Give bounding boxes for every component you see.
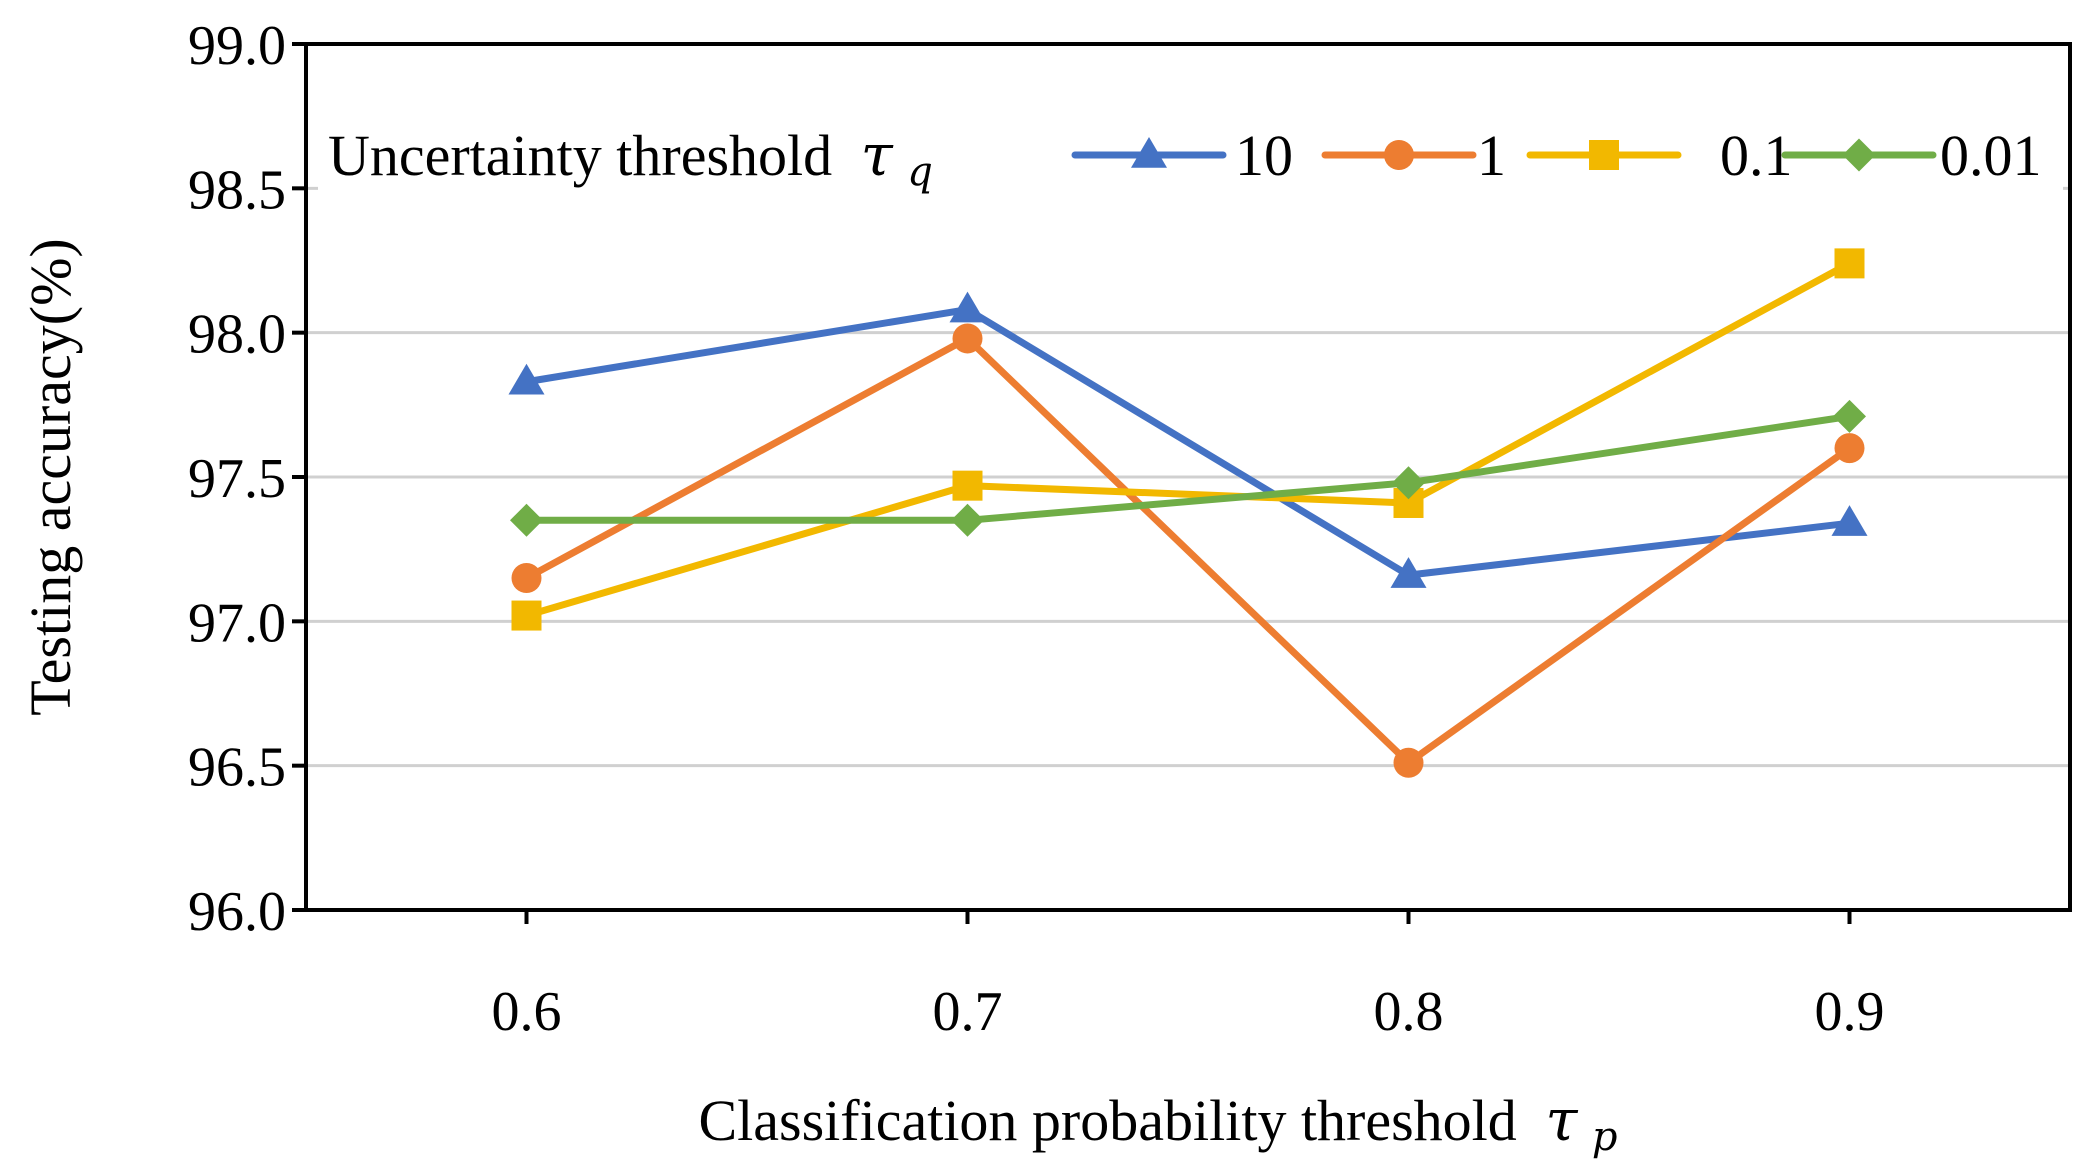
series-1-point-0.9 xyxy=(1834,433,1865,464)
legend-label-10: 10 xyxy=(1235,123,1293,188)
legend-swatch-marker-0.01 xyxy=(1842,138,1876,172)
y-tick-label-98.0: 98.0 xyxy=(188,304,286,366)
x-tick-label-0.6: 0.6 xyxy=(492,981,562,1043)
y-tick-label-97.5: 97.5 xyxy=(188,448,286,510)
legend-title: Uncertainty threshold τ q xyxy=(328,121,933,195)
x-axis-title-subscript: p xyxy=(1592,1114,1618,1160)
x-axis-title-symbol: τ xyxy=(1545,1086,1578,1154)
legend-title-subscript: q xyxy=(907,149,933,195)
series-10-point-0.6 xyxy=(508,363,545,395)
series-1-point-0.8 xyxy=(1393,747,1424,778)
series-0.01-point-0.7 xyxy=(951,503,984,537)
x-tick-label-0.8: 0.8 xyxy=(1374,981,1444,1043)
y-axis-title: Testing accuracy(%) xyxy=(18,238,83,715)
y-tick-label-96.0: 96.0 xyxy=(188,881,286,943)
legend-swatch-marker-0.1 xyxy=(1589,140,1619,170)
legend-entries: 10 1 0.1 0.01 xyxy=(1071,123,2042,188)
legend-title-text: Uncertainty threshold xyxy=(328,123,832,188)
y-tick-label-97.0: 97.0 xyxy=(188,592,286,654)
legend-swatch-marker-10 xyxy=(1131,137,1167,168)
x-axis-title: Classification probability threshold τ p xyxy=(698,1086,1617,1160)
x-axis-ticks: 0.6 0.7 0.8 0.9 xyxy=(492,910,1885,1043)
series-1-point-0.7 xyxy=(952,323,983,354)
y-tick-label-98.5: 98.5 xyxy=(188,159,286,221)
legend: Uncertainty threshold τ q 10 1 0.1 0.01 xyxy=(318,105,2063,200)
legend-label-1: 1 xyxy=(1477,123,1506,188)
legend-title-symbol: τ xyxy=(861,121,894,189)
series-line-0.1 xyxy=(523,259,1853,620)
series-line-10 xyxy=(523,306,1853,579)
series-line-1 xyxy=(523,334,1853,767)
series-1-point-0.6 xyxy=(511,563,542,594)
series-0.01-point-0.8 xyxy=(1392,466,1425,500)
legend-label-0.01: 0.01 xyxy=(1940,123,2042,188)
series-10-point-0.8 xyxy=(1390,557,1427,588)
x-axis-title-text: Classification probability threshold xyxy=(698,1088,1516,1153)
legend-swatch-marker-1 xyxy=(1384,140,1414,170)
y-tick-label-99.0: 99.0 xyxy=(188,15,286,77)
x-tick-label-0.9: 0.9 xyxy=(1815,981,1885,1043)
series-0.01-point-0.9 xyxy=(1833,399,1866,433)
series-line-0.01 xyxy=(523,412,1853,524)
series-0.1-point-0.6 xyxy=(511,600,542,631)
series-10-point-0.9 xyxy=(1831,505,1868,536)
legend-label-0.1: 0.1 xyxy=(1720,123,1793,188)
series-0.01-point-0.6 xyxy=(510,503,543,537)
x-tick-label-0.7: 0.7 xyxy=(933,981,1003,1043)
series-0.1-point-0.9 xyxy=(1834,248,1865,279)
y-tick-label-96.5: 96.5 xyxy=(188,737,286,799)
series-10-point-0.7 xyxy=(949,291,986,323)
series-layer xyxy=(508,248,1868,778)
series-0.1-point-0.7 xyxy=(952,470,983,501)
y-axis-ticks: 96.0 96.5 97.0 97.5 98.0 98.5 99.0 xyxy=(188,15,306,943)
